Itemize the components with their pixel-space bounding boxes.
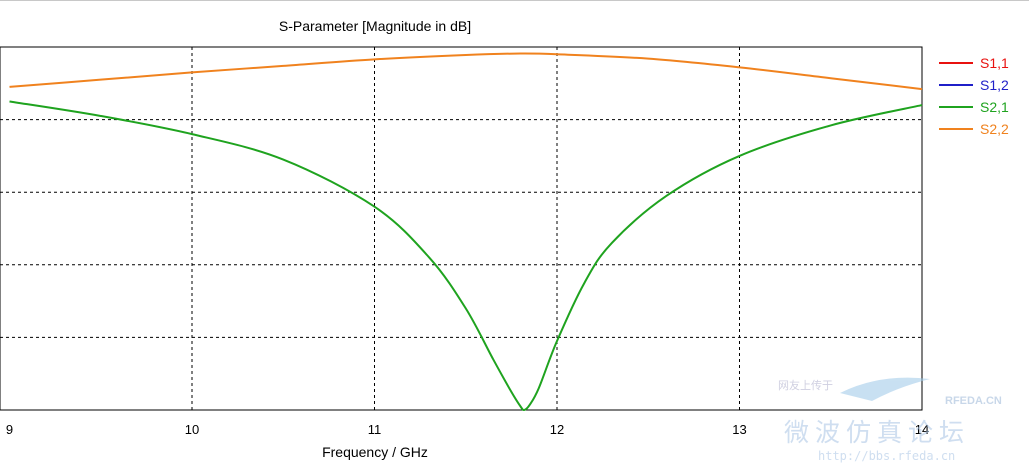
legend-item-s12[interactable]: S1,2 <box>939 77 1009 93</box>
x-axis-label: Frequency / GHz <box>322 444 428 460</box>
x-tick-label: 11 <box>368 422 382 437</box>
watermark-url: http://bbs.rfeda.cn <box>818 449 955 463</box>
x-tick-label: 12 <box>550 422 564 437</box>
watermark-cn-title: 微波仿真论坛 <box>784 418 970 447</box>
legend-label: S2,1 <box>980 99 1009 115</box>
x-tick-label: 9 <box>6 422 13 437</box>
watermark-wing-shape <box>840 377 930 401</box>
x-tick-label: 14 <box>915 422 929 437</box>
series-layer <box>9 52 923 412</box>
x-tick-labels: 9 10 11 12 13 14 <box>6 422 929 437</box>
chart-title: S-Parameter [Magnitude in dB] <box>279 18 471 34</box>
legend-item-s11[interactable]: S1,1 <box>939 55 1009 71</box>
legend[interactable]: S1,1 S1,2 S2,1 S2,2 <box>939 55 1009 137</box>
series-line-s21 <box>9 100 923 412</box>
grid-lines <box>0 47 922 410</box>
x-tick-label: 13 <box>732 422 746 437</box>
legend-item-s21[interactable]: S2,1 <box>939 99 1009 115</box>
series-line-s22 <box>9 52 923 91</box>
plot-area <box>0 46 923 411</box>
legend-item-s22[interactable]: S2,2 <box>939 121 1009 137</box>
legend-label: S1,2 <box>980 77 1009 93</box>
watermark-logo: 网友上传于 RFEDA.CN 微波仿真论坛 http://bbs.rfeda.c… <box>778 377 1002 463</box>
watermark-cn-small: 网友上传于 <box>778 378 833 392</box>
legend-label: S1,1 <box>980 55 1009 71</box>
watermark-brand: RFEDA.CN <box>945 395 1002 407</box>
legend-label: S2,2 <box>980 121 1009 137</box>
x-tick-label: 10 <box>185 422 199 437</box>
